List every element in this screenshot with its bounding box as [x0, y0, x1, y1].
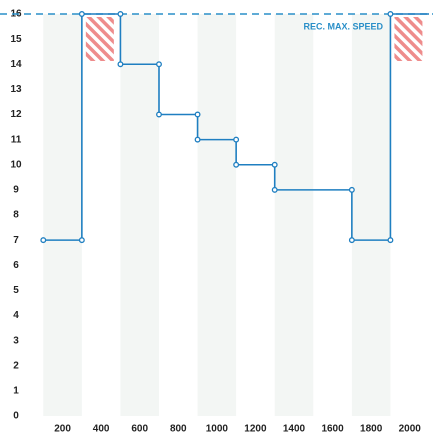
- point: [387, 11, 394, 17]
- hatched-region: [85, 17, 114, 61]
- point: [233, 161, 240, 168]
- background-band: [274, 14, 314, 416]
- x-tick-label: 400: [93, 424, 110, 435]
- point: [348, 186, 355, 193]
- x-tick-label: 1200: [244, 424, 267, 435]
- point: [194, 111, 201, 118]
- point: [156, 61, 162, 68]
- point: [271, 186, 278, 193]
- y-tick-label: 13: [10, 84, 22, 95]
- y-tick-label: 2: [13, 360, 19, 371]
- y-tick-label: 0: [13, 411, 19, 422]
- y-tick-label: 4: [13, 310, 19, 321]
- x-tick-label: 600: [131, 424, 148, 435]
- x-tick-label: 1800: [360, 424, 383, 435]
- y-tick-label: 5: [13, 285, 19, 296]
- point: [117, 61, 124, 68]
- point: [78, 237, 85, 244]
- y-tick-label: 10: [10, 159, 22, 170]
- y-tick-label: 9: [13, 185, 19, 196]
- background-band: [197, 14, 237, 416]
- hatched-region: [394, 17, 423, 61]
- point: [387, 237, 394, 244]
- y-tick-label: 15: [10, 34, 22, 45]
- x-tick-label: 800: [170, 424, 187, 435]
- step-line: [43, 13, 429, 241]
- y-tick-label: 11: [11, 134, 22, 145]
- x-tick-label: 1400: [283, 424, 306, 435]
- point: [271, 161, 278, 168]
- point: [117, 11, 124, 17]
- y-tick-label: 8: [13, 210, 19, 221]
- point: [233, 136, 240, 143]
- y-tick-label: 6: [13, 260, 19, 271]
- x-tick-label: 2000: [399, 424, 422, 435]
- y-tick-label: 14: [10, 59, 22, 70]
- y-tick-label: 12: [10, 109, 22, 120]
- y-tick-label: 1: [13, 386, 19, 397]
- point: [40, 237, 47, 244]
- point: [78, 11, 85, 17]
- y-tick-label: 3: [13, 335, 19, 346]
- x-tick-label: 1600: [321, 424, 344, 435]
- x-tick-label: 1000: [206, 424, 229, 435]
- background-band: [120, 14, 159, 416]
- x-tick-label: 200: [54, 424, 71, 435]
- reference-label: REC. MAX. SPEED: [303, 21, 383, 31]
- point: [194, 136, 201, 143]
- point: [156, 111, 162, 118]
- point: [348, 237, 355, 244]
- background-band: [351, 14, 391, 416]
- y-tick-label: 7: [13, 235, 19, 246]
- background-band: [43, 14, 82, 416]
